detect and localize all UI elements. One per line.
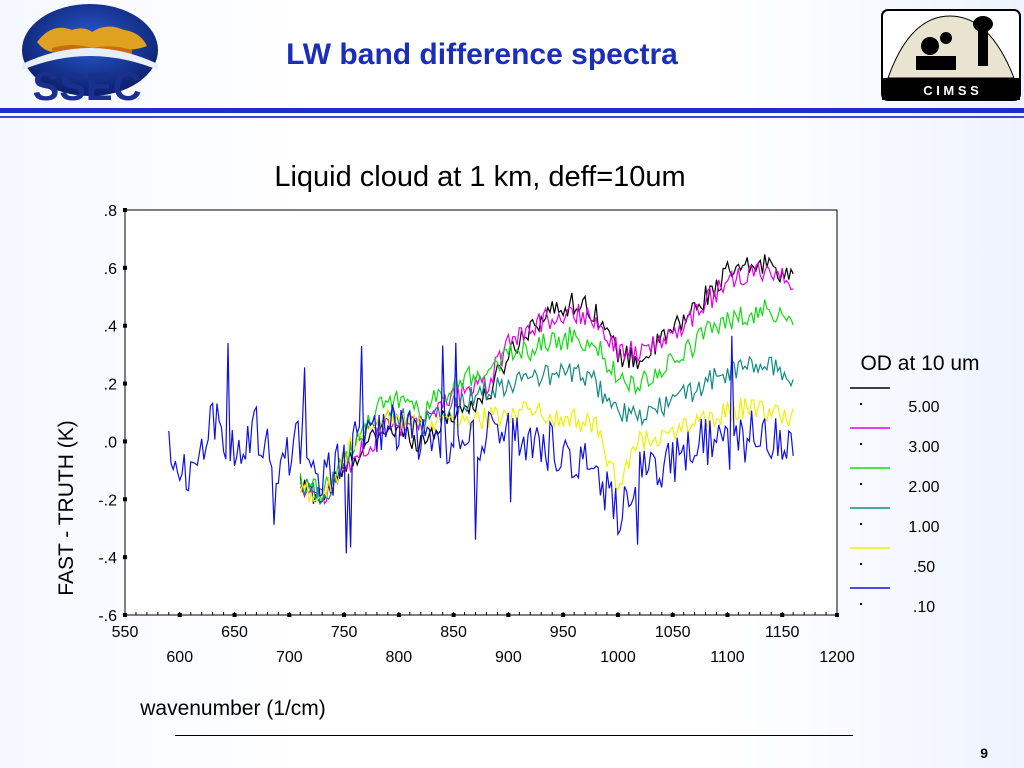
x-tick-label: 550: [112, 624, 139, 641]
plot-area: [124, 209, 838, 616]
x-tick-label: 850: [440, 624, 467, 641]
svg-text:SSEC: SSEC: [33, 65, 142, 106]
x-tick-mark: [561, 613, 566, 617]
legend-title: OD at 10 um: [860, 352, 979, 375]
x-tick-label: 1100: [710, 649, 745, 666]
y-tick-label: .6: [104, 261, 117, 278]
x-tick-mark: [451, 613, 456, 617]
footer-rule: [175, 735, 853, 736]
x-tick-label: 1200: [819, 649, 855, 666]
legend-label: 5.00: [908, 399, 939, 416]
svg-text:C I M S S: C I M S S: [923, 83, 979, 98]
ssec-logo: SSEC: [22, 4, 158, 106]
x-tick-label: 1050: [655, 624, 691, 641]
y-tick-mark: [123, 439, 127, 444]
x-tick-mark: [123, 613, 127, 617]
series-line-od-1000: [299, 355, 794, 505]
legend-label: 3.00: [908, 439, 939, 456]
y-tick-mark: [123, 265, 127, 270]
x-tick-mark: [780, 613, 785, 617]
slide-title: LW band difference spectra: [286, 38, 678, 71]
x-tick-label: 1000: [600, 649, 636, 666]
x-tick-label: 1150: [765, 624, 800, 641]
x-tick-mark: [835, 613, 839, 617]
x-axis-label: wavenumber (1/cm): [139, 697, 326, 720]
y-tick-mark: [123, 208, 127, 212]
y-tick-mark: [123, 323, 127, 328]
y-tick-mark: [123, 381, 127, 386]
legend-label: 2.00: [908, 479, 939, 496]
legend-label: 1.00: [908, 519, 939, 536]
x-tick-mark: [342, 613, 347, 617]
y-tick-label: .0: [104, 434, 117, 451]
x-tick-mark: [177, 613, 182, 617]
y-axis-label: FAST - TRUTH (K): [55, 420, 78, 595]
series-line-od-010: [168, 335, 794, 554]
x-tick-mark: [506, 613, 511, 617]
slide-header: SSEC LW band difference spectra C I M S …: [0, 0, 1024, 120]
y-tick-mark: [123, 555, 127, 560]
legend-marker: [860, 603, 862, 605]
legend-marker: [860, 563, 862, 565]
y-tick-mark: [123, 497, 127, 502]
page-number: 9: [980, 745, 988, 761]
x-tick-label: 750: [331, 624, 358, 641]
x-tick-label: 600: [166, 649, 193, 666]
x-tick-mark: [725, 613, 730, 617]
legend-marker: [860, 483, 862, 485]
legend-marker: [860, 403, 862, 405]
chart-title: Liquid cloud at 1 km, deff=10um: [274, 161, 685, 193]
legend: OD at 10 um 5.00 3.00 2.00 1.00 .50 .10: [850, 352, 980, 616]
x-tick-mark: [670, 613, 675, 617]
y-tick-label: .4: [104, 319, 117, 336]
x-tick-mark: [615, 613, 620, 617]
cimss-logo: C I M S S: [881, 9, 1021, 101]
y-axis: .8 .6 .4 .2 .0 -.2 -.4 -.6: [98, 203, 127, 625]
series-line-od-2000: [299, 299, 794, 503]
legend-marker: [860, 443, 862, 445]
x-tick-label: 650: [221, 624, 248, 641]
header-rule-thin: [0, 116, 1024, 118]
x-axis: 550 650 750 850 950 1050 1150 600 700 800 900 1000 1…: [112, 612, 855, 666]
y-tick-label: .8: [104, 203, 117, 220]
legend-label: .10: [913, 599, 935, 616]
x-tick-label: 800: [385, 649, 412, 666]
x-tick-label: 900: [495, 649, 522, 666]
y-tick-label: -.4: [98, 550, 117, 567]
x-tick-mark: [287, 613, 292, 617]
y-tick-label: .2: [104, 377, 117, 394]
x-tick-mark: [396, 613, 401, 617]
series-layer: [168, 254, 794, 554]
x-tick-label: 950: [550, 624, 577, 641]
header-rule-thick: [0, 108, 1024, 113]
legend-label: .50: [913, 559, 935, 576]
y-tick-label: -.2: [98, 492, 117, 509]
x-tick-label: 700: [276, 649, 303, 666]
y-tick-label: -.6: [98, 608, 117, 625]
legend-marker: [860, 523, 862, 525]
x-tick-mark: [232, 613, 237, 617]
